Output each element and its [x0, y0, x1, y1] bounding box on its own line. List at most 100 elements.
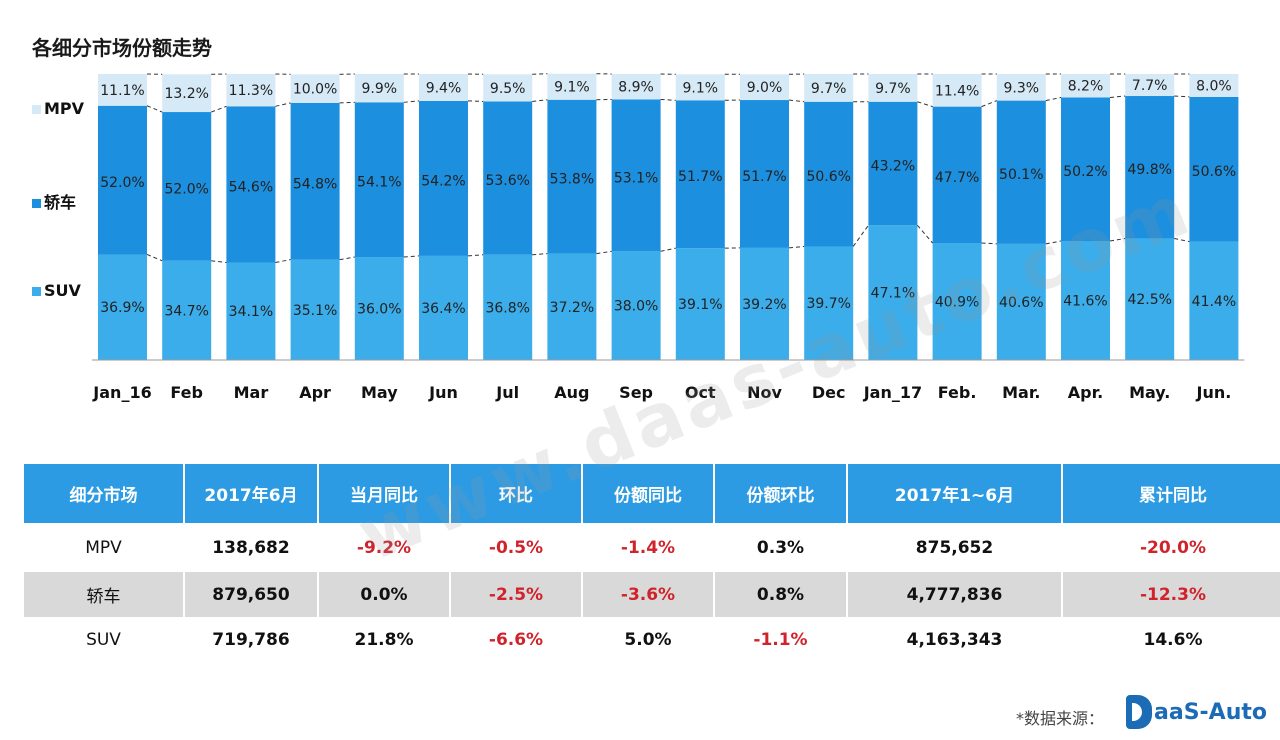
data-label: 34.7%	[164, 303, 208, 319]
data-label: 9.1%	[683, 80, 719, 96]
data-label: 53.8%	[550, 172, 594, 188]
bar-segment-mpv	[290, 74, 340, 103]
connector-line	[467, 254, 484, 257]
header-share-mom: 份额环比	[714, 464, 848, 523]
bar-segment-轿车	[996, 100, 1046, 244]
data-label: 9.0%	[747, 80, 783, 96]
bar-segment-mpv	[419, 74, 468, 101]
data-label: 11.3%	[229, 83, 273, 99]
table-cell: 875,652	[847, 523, 1063, 572]
bar-segment-mpv	[354, 74, 404, 103]
connector-line	[403, 255, 420, 258]
connector-line	[146, 105, 163, 113]
data-label: 9.7%	[875, 81, 911, 97]
data-label: 8.2%	[1068, 79, 1104, 95]
data-label: 41.4%	[1192, 294, 1236, 310]
connector-line	[981, 242, 997, 245]
data-label: 54.6%	[229, 179, 273, 195]
bar-segment-轿车	[611, 99, 661, 252]
connector-line	[1045, 240, 1062, 245]
connector-line	[1174, 237, 1190, 243]
data-label: 50.2%	[1063, 164, 1107, 180]
connector-line	[339, 101, 355, 104]
data-label: 36.4%	[421, 301, 465, 317]
bar-segment-mpv	[740, 74, 789, 101]
connector-line	[339, 256, 355, 261]
x-tick-label: Jul	[495, 383, 519, 402]
logo-d-icon	[1126, 695, 1152, 729]
bar-segment-轿车	[162, 112, 212, 261]
bar-segment-轿车	[804, 101, 854, 247]
bar-segment-suv	[996, 243, 1046, 360]
bar-segment-mpv	[868, 74, 918, 102]
legend-swatch-sedan	[32, 199, 41, 208]
connector-line	[852, 225, 869, 247]
data-label: 50.6%	[1192, 164, 1236, 180]
data-label: 39.2%	[742, 297, 786, 313]
connector-line	[467, 100, 484, 102]
legend-swatch-suv	[32, 287, 41, 296]
data-label: 35.1%	[293, 303, 337, 319]
legend-label: MPV	[44, 99, 85, 118]
table-cell: 719,786	[184, 617, 319, 662]
connector-line	[403, 100, 420, 103]
table-cell: 4,163,343	[847, 617, 1063, 662]
x-tick-label: Apr.	[1068, 383, 1104, 402]
table-cell: 0.0%	[318, 572, 451, 617]
table-cell: 0.3%	[714, 523, 848, 572]
table-cell: 4,777,836	[847, 572, 1063, 617]
bar-segment-mpv	[547, 73, 597, 100]
bar-segment-轿车	[547, 99, 597, 254]
data-label: 10.0%	[293, 82, 337, 98]
logo-text: aaS-Auto	[1154, 699, 1267, 725]
market-share-chart: 36.9% 52.0% 11.1% Jan_16 34.7% 52.0% 13.2% Feb 3…	[32, 73, 1245, 402]
data-label: 51.7%	[678, 169, 722, 185]
header-jun-2017: 2017年6月	[184, 464, 319, 523]
bar-segment-suv	[804, 246, 854, 360]
chart-title: 各细分市场份额走势	[32, 36, 212, 60]
header-segment: 细分市场	[24, 464, 185, 523]
connector-line	[660, 247, 676, 252]
header-yoy: 当月同比	[318, 464, 451, 523]
connector-line	[917, 101, 933, 108]
data-label: 37.2%	[550, 300, 594, 316]
connector-line	[1045, 96, 1062, 102]
bar-segment-suv	[226, 262, 276, 360]
table-row: MPV 138,682 -9.2% -0.5% -1.4% 0.3% 875,6…	[24, 523, 1280, 572]
data-label: 40.9%	[935, 295, 979, 311]
table-cell: -2.5%	[450, 572, 583, 617]
connector-line	[211, 105, 227, 113]
data-label: 51.7%	[742, 169, 786, 185]
connector-line	[532, 73, 548, 75]
connector-line	[532, 253, 548, 256]
connector-line	[788, 99, 805, 103]
data-label: 13.2%	[164, 86, 208, 102]
bar-segment-mpv	[611, 74, 661, 100]
x-tick-label: Jun	[428, 383, 458, 402]
bar-segment-轿车	[290, 102, 340, 260]
bar-segment-轿车	[740, 100, 789, 248]
bar-segment-mpv	[675, 74, 725, 101]
bar-segment-轿车	[1189, 96, 1239, 242]
table-cell: -1.1%	[714, 617, 848, 662]
connector-line	[917, 224, 933, 244]
bar-segment-suv	[1189, 241, 1239, 360]
bar-segment-suv	[98, 254, 147, 360]
data-label: 54.1%	[357, 175, 401, 191]
daas-auto-logo: aaS-Auto	[1126, 694, 1267, 730]
bar-segment-mpv	[932, 74, 982, 107]
data-label: 9.7%	[811, 81, 847, 97]
data-label: 52.0%	[100, 175, 144, 191]
data-label: 36.9%	[100, 300, 144, 316]
table-cell: 5.0%	[582, 617, 715, 662]
connector-line	[1174, 95, 1190, 98]
connector-line	[275, 259, 291, 263]
table-cell: -3.6%	[582, 572, 715, 617]
x-tick-label: Sep	[619, 383, 653, 402]
x-tick-label: Nov	[747, 383, 782, 402]
source-label: *数据来源：	[1016, 709, 1105, 728]
data-label: 7.7%	[1132, 78, 1168, 94]
bar-segment-suv	[419, 255, 468, 360]
data-label: 43.2%	[871, 159, 915, 175]
table-cell: 轿车	[24, 572, 185, 617]
